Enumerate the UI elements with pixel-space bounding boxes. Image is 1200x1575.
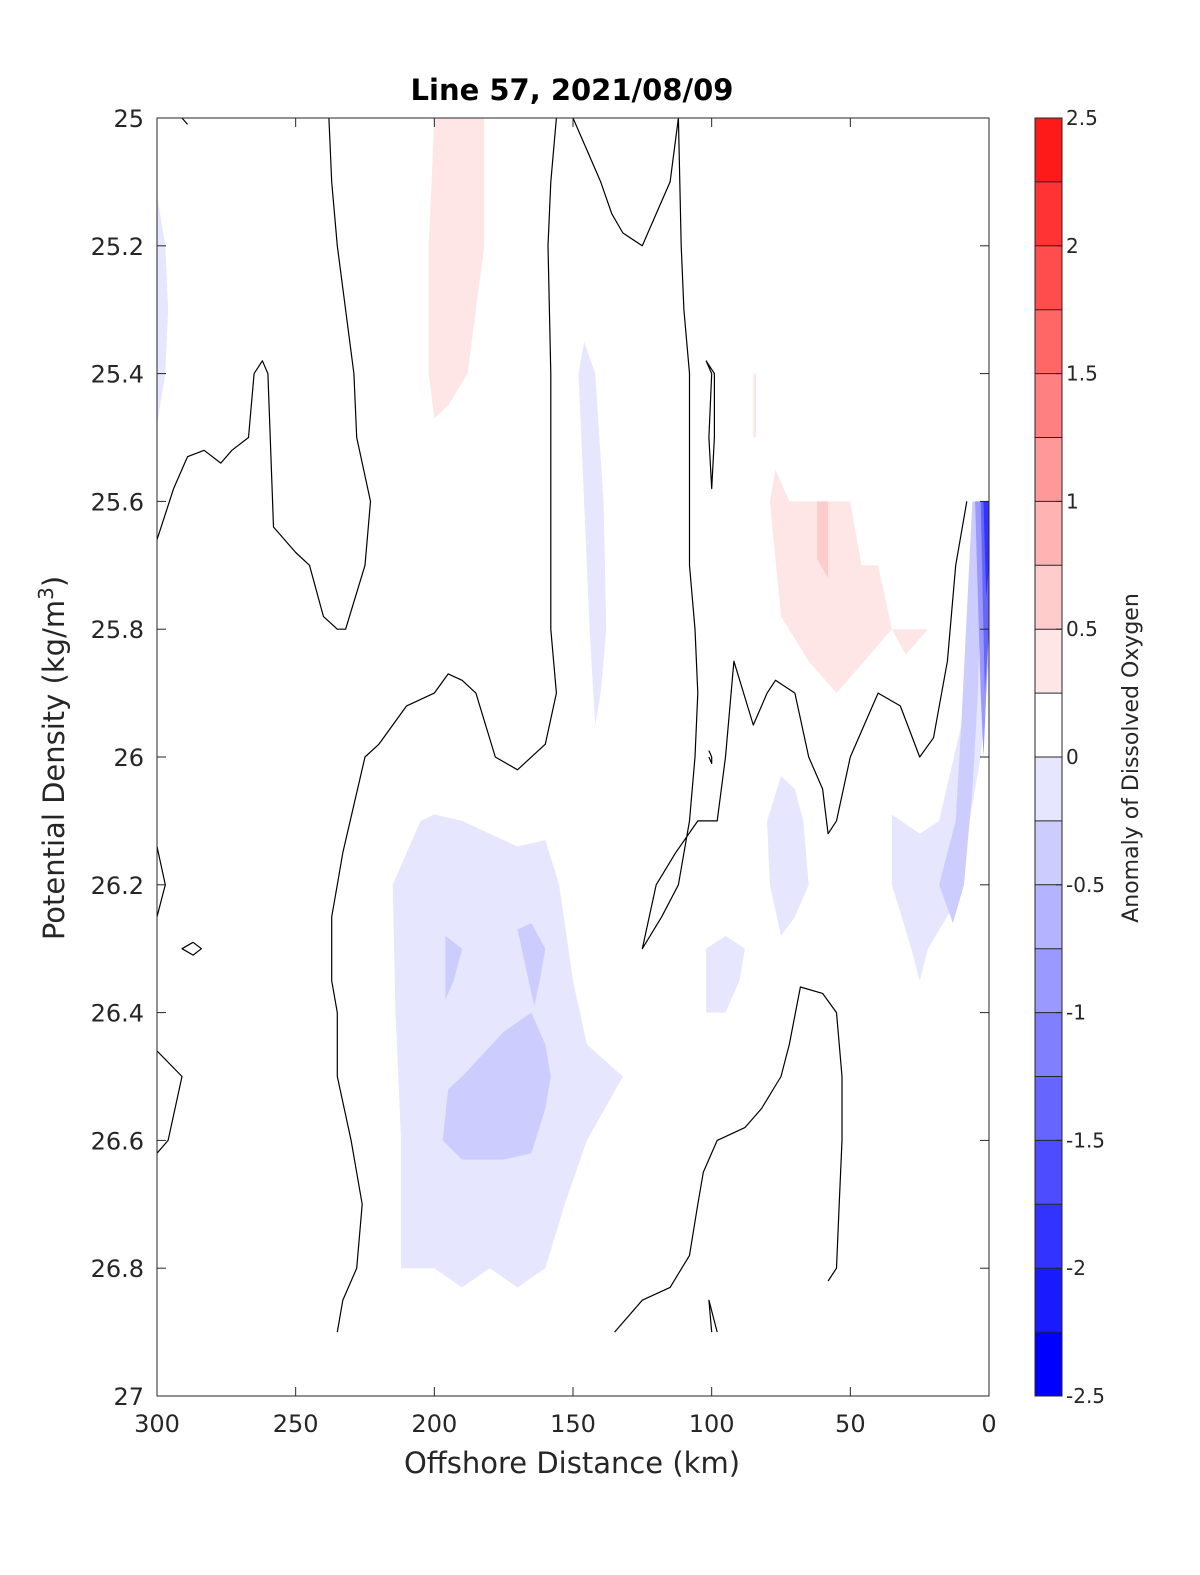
y-tick-label: 25.4: [91, 361, 144, 389]
filled-contour-region-8: [517, 923, 546, 1007]
filled-contour-region-2: [578, 341, 607, 725]
x-axis: 300 250 200 150 100 50 0: [134, 118, 997, 1438]
contour-line-8: [157, 1050, 183, 1154]
colorbar: [1035, 117, 1062, 1397]
y-tick-label: 25.6: [91, 488, 144, 516]
filled-contour-region-11: [706, 935, 745, 1013]
colorbar-tick-label: 1.5: [1066, 362, 1098, 386]
colorbar-segment: [1035, 1204, 1062, 1269]
y-tick-label: 26.2: [91, 872, 144, 900]
y-tick-label: 26: [113, 744, 144, 772]
colorbar-segment: [1035, 309, 1062, 374]
y-tick-label: 25.8: [91, 616, 144, 644]
filled-contour-region-7: [445, 935, 463, 1000]
colorbar-tick-label: -2.5: [1066, 1384, 1105, 1408]
contour-line-0: [181, 118, 188, 125]
colorbar-segment: [1035, 245, 1062, 311]
x-tick-label: 100: [689, 1410, 735, 1438]
y-tick-label: 26.4: [91, 1000, 144, 1028]
colorbar-segment: [1035, 181, 1062, 247]
y-tick-label: 26.8: [91, 1255, 144, 1283]
contour-line-7: [181, 941, 202, 956]
colorbar-tick-label: -0.5: [1066, 873, 1105, 897]
colorbar-segment: [1035, 1332, 1062, 1397]
contour-line-10: [708, 1299, 718, 1333]
colorbar-segment: [1035, 565, 1062, 630]
colorbar-segment: [1035, 948, 1062, 1013]
filled-contour-region-9: [442, 1012, 551, 1160]
colorbar-segment: [1035, 1012, 1062, 1077]
filled-contour-region-0: [428, 118, 485, 419]
x-tick-label: 50: [835, 1410, 866, 1438]
x-tick-label: 0: [981, 1410, 996, 1438]
colorbar-tick-label: -1.5: [1066, 1128, 1105, 1152]
colorbar-tick-label: -2: [1066, 1256, 1086, 1280]
y-axis: 25 25.2 25.4 25.6 25.8 26 26.2 26.4 26.6 26.8 27: [91, 105, 989, 1411]
filled-contour-region-12: [891, 501, 989, 981]
filled-contour-region-3: [769, 469, 928, 694]
filled-contour-region-13: [939, 501, 984, 924]
y-tick-label: 27: [113, 1383, 144, 1411]
y-tick-label: 26.6: [91, 1127, 144, 1155]
colorbar-segment: [1035, 757, 1062, 822]
colorbar-segment: [1035, 1076, 1062, 1141]
chart-title: Line 57, 2021/08/09: [411, 73, 734, 107]
filled-contour-region-16: [983, 501, 989, 598]
colorbar-segment: [1035, 501, 1062, 566]
contour-line-2: [331, 118, 558, 1333]
contour-line-3: [572, 118, 968, 950]
colorbar-tick-label: 1: [1066, 489, 1079, 513]
colorbar-tick-label: 2.5: [1066, 106, 1098, 130]
x-axis-label: Offshore Distance (km): [404, 1446, 740, 1480]
colorbar-segment: [1035, 820, 1062, 886]
filled-contour-region-5: [753, 373, 756, 438]
colorbar-segment: [1035, 629, 1062, 694]
colorbar-label: Anomaly of Dissolved Oxygen: [1119, 593, 1144, 923]
colorbar-segment: [1035, 373, 1062, 438]
contour-line-4: [705, 360, 716, 490]
colorbar-segment: [1035, 1140, 1062, 1205]
filled-contour-region-1: [157, 194, 169, 425]
colorbar-segment: [1035, 437, 1062, 502]
colorbar-tick-label: 0.5: [1066, 617, 1098, 641]
x-tick-label: 200: [411, 1410, 457, 1438]
y-tick-label: 25.2: [91, 233, 144, 261]
colorbar-tick-label: 2: [1066, 234, 1079, 258]
contour-line-1: [157, 118, 372, 630]
contour-line-5: [708, 750, 713, 765]
filled-contour-region-4: [817, 501, 829, 579]
contour-line-9: [614, 986, 843, 1333]
colorbar-segment: [1035, 884, 1062, 950]
filled-contour-region-10: [767, 776, 809, 936]
x-tick-label: 300: [134, 1410, 180, 1438]
colorbar-tick-label: -1: [1066, 1001, 1086, 1025]
x-tick-label: 250: [273, 1410, 319, 1438]
colorbar-segment: [1035, 1268, 1062, 1333]
x-tick-label: 150: [550, 1410, 596, 1438]
colorbar-ticks: -2.5 -2 -1.5 -1 -0.5 0 0.5 1 1.5 2 2.5: [1056, 106, 1105, 1408]
filled-contours: [157, 118, 989, 1288]
colorbar-segment: [1035, 693, 1062, 758]
colorbar-tick-label: 0: [1066, 745, 1079, 769]
colorbar-segment: [1035, 118, 1062, 183]
y-axis-label: Potential Density (kg/m3): [34, 576, 71, 940]
y-tick-label: 25: [113, 105, 144, 133]
